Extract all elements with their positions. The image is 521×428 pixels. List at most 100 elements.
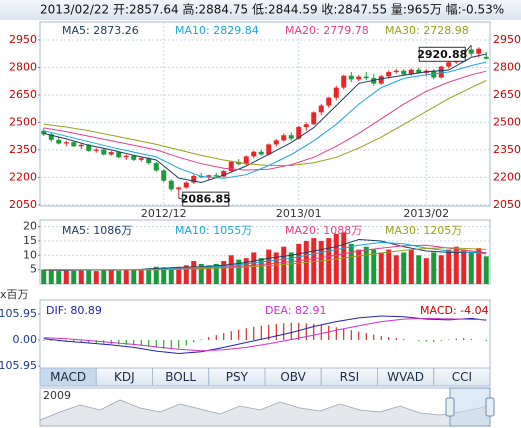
candle-body [438,66,444,78]
candle-body [296,127,302,139]
candle-body [348,75,354,80]
volume-bar [326,238,332,284]
candle-body [191,175,197,183]
tab-label[interactable]: OBV [280,370,306,384]
tabs: MACD KDJ BOLL PSY OBV RSI WVAD CCI [39,367,491,387]
ma-line [43,317,487,352]
y-tick-label: 2650 [9,88,37,101]
volume-bar [258,258,264,284]
candle-body [251,151,257,157]
annotation: 2920.88 [417,48,467,61]
tab-label[interactable]: CCI [452,370,472,384]
tab-label[interactable]: WVAD [387,370,424,384]
y-tick-label: 2200 [9,170,37,183]
volume-bar [221,261,227,284]
candle-body [333,87,339,98]
volume-bar [431,252,437,284]
y-tick-label: 2350 [9,143,37,156]
y-tick-label-right: 2050 [493,198,521,211]
legend-label: MA20: 2779.78 [285,24,369,37]
candle-body [356,76,362,80]
volume-bar [416,255,422,284]
ma-line [43,80,487,166]
candle-body [176,187,182,190]
volume-panel [39,219,491,285]
volume-bar [191,261,197,284]
annotation: 2086.85 [181,193,231,206]
volume-bar [356,249,362,284]
candle-body [86,144,92,151]
navigator-label: 2009 [43,389,71,402]
candle-body [326,97,332,106]
legend-label: MA5: 2873.26 [62,24,139,37]
candle-body [303,124,309,128]
candle-body [468,49,474,54]
volume-bar [183,265,189,284]
volume-bar [251,252,257,284]
volume-bar [108,269,114,284]
volume-bar [408,249,414,284]
candle-body [93,149,99,151]
volume-bar [41,269,47,284]
candle-body [318,105,324,113]
candle-body [56,139,62,144]
volume-bar [123,270,129,284]
candle-body [266,144,272,155]
y-tick-label: 2050 [9,198,37,211]
annotation-connector [178,197,183,200]
volume-bar [296,243,302,284]
volume-bar [311,238,317,284]
volume-bar [281,246,287,284]
candle-body [183,182,189,188]
y-tick-label: 5 [30,263,37,276]
candle-body [416,69,422,73]
volume-bar [93,271,99,284]
tab-label[interactable]: PSY [226,370,249,384]
y-tick-label: -105.95 [0,359,37,372]
volume-bar [78,269,84,284]
y-tick-label-right: 2650 [493,88,521,101]
tab-label[interactable]: RSI [340,370,360,384]
tab-label[interactable]: MACD [50,370,86,384]
legend-label: MA10: 1055万 [175,224,252,237]
annotation-box [418,46,466,62]
candle-body [288,135,294,139]
volume-bar [446,249,452,284]
y-tick-label-right: 2950 [493,33,521,46]
candle-body [131,155,137,160]
y-tick-label: 20 [23,220,37,233]
tab[interactable] [433,367,491,387]
y-tick-label: 105.95 [0,307,37,320]
ma-line [43,70,487,171]
candle-body [116,152,122,158]
navigator-handle[interactable] [485,397,495,417]
candle-body [78,144,84,147]
navigator-window[interactable] [449,387,491,427]
header-bar [0,0,521,20]
volume-bar [138,269,144,284]
candle-body [258,151,264,155]
price-panel [39,21,491,207]
volume-bar [206,265,212,284]
navigator-handle[interactable] [445,397,455,417]
candle-body [146,158,152,164]
y-tick-label-right: 2350 [493,143,521,156]
candle-body [273,140,279,145]
legend-label: MA10: 2829.84 [175,24,259,37]
volume-bar [401,252,407,284]
y-tick-label: 0.00 [13,333,38,346]
ma-line [43,53,487,184]
candle-body [311,112,317,125]
volume-bar [288,252,294,284]
legend-label: MA30: 1205万 [385,224,462,237]
tab-label[interactable]: KDJ [114,370,135,384]
volume-bar [71,270,77,284]
tab-label[interactable]: BOLL [165,370,196,384]
volume-bar [483,256,489,284]
volume-bar [236,259,242,284]
x-tick-label: 2013/01 [276,207,322,220]
y-tick-label: 2500 [9,115,37,128]
candle-body [213,175,219,177]
